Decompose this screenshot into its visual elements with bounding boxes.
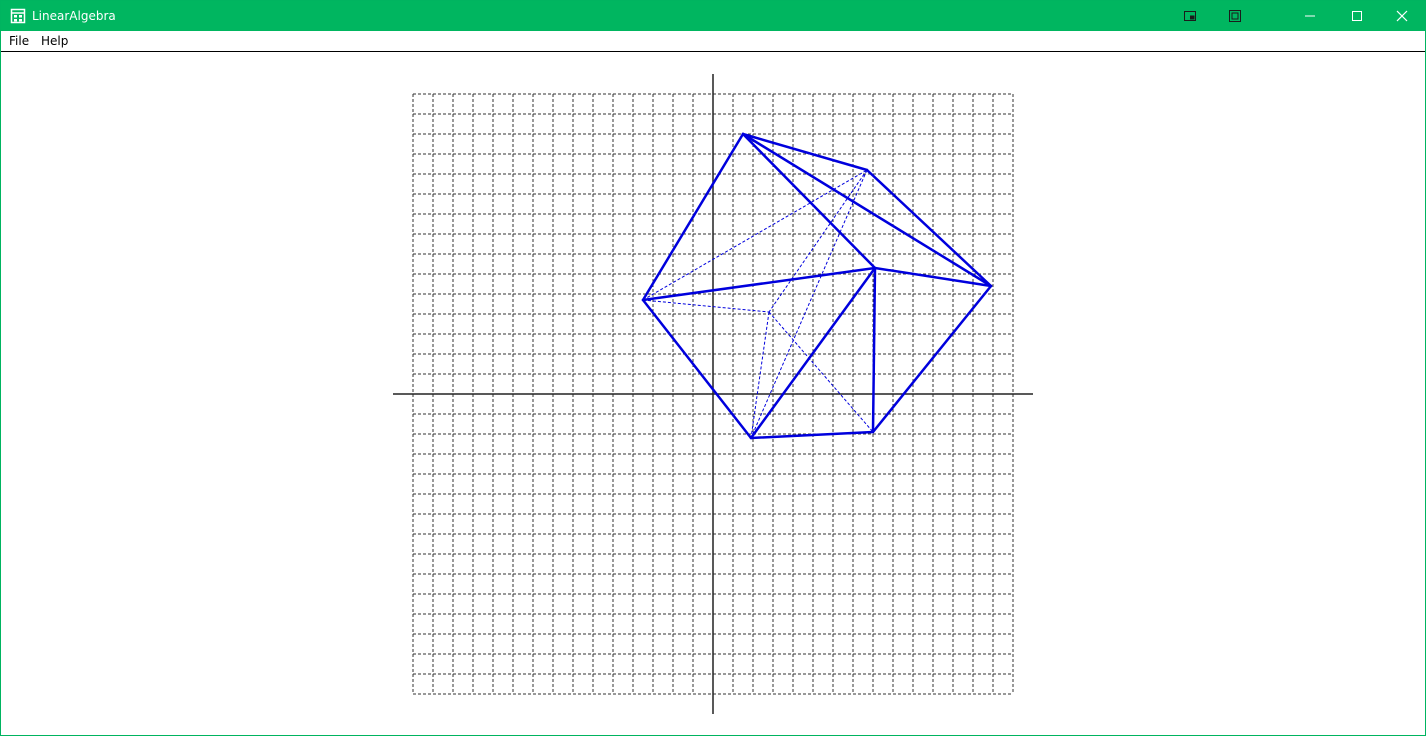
maximize-button[interactable] [1334, 1, 1380, 31]
close-button[interactable] [1379, 1, 1425, 31]
visible-edge [741, 132, 877, 270]
dashed-edges [642, 169, 874, 439]
pip-icon [1184, 11, 1196, 21]
title-bar[interactable]: LinearAlgebra [1, 1, 1425, 31]
visible-edge [873, 266, 993, 288]
plot-svg [393, 74, 1033, 714]
axes [393, 74, 1033, 714]
menu-bar: File Help [1, 31, 1425, 52]
hidden-edge [750, 169, 868, 439]
app-icon [10, 8, 26, 24]
visible-edge [749, 266, 877, 440]
visible-edge [871, 284, 993, 434]
solid-edges [641, 132, 993, 440]
visible-edge [641, 132, 745, 302]
visible-edge [741, 132, 869, 172]
hidden-edge [768, 311, 874, 433]
hidden-edge [642, 169, 868, 301]
hidden-edge [768, 169, 868, 313]
window-title: LinearAlgebra [32, 9, 116, 23]
drawing-canvas[interactable] [1, 52, 1425, 735]
visible-edge [741, 132, 993, 288]
menu-file[interactable]: File [9, 34, 30, 48]
visible-edge [749, 430, 875, 440]
minimize-icon [1305, 15, 1315, 17]
pip-button[interactable] [1167, 1, 1213, 31]
close-icon [1396, 10, 1408, 22]
compact-overlay-button[interactable] [1212, 1, 1258, 31]
hidden-edge [750, 311, 770, 439]
menu-help[interactable]: Help [41, 34, 69, 48]
visible-edge [865, 168, 993, 288]
visible-edge [871, 266, 877, 434]
maximize-icon [1352, 11, 1362, 21]
visible-edge [641, 298, 753, 440]
visible-edge [641, 266, 877, 302]
hidden-edge [642, 299, 770, 313]
compact-icon [1229, 10, 1241, 22]
minimize-button[interactable] [1287, 1, 1333, 31]
